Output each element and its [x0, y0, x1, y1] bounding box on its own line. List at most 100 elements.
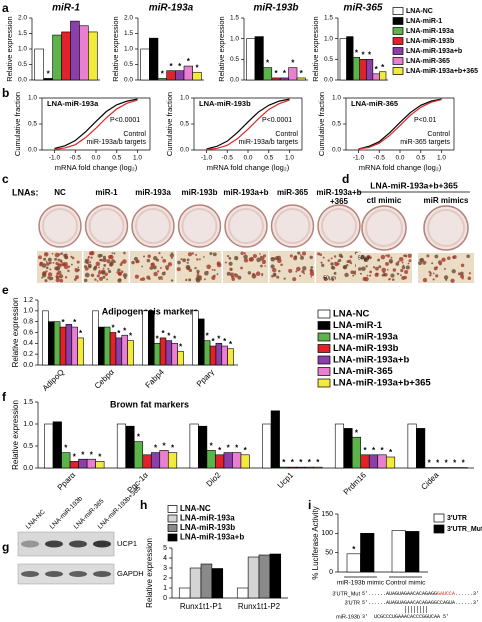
y-tick-label: 0.0	[18, 77, 27, 84]
well-stain	[228, 208, 264, 244]
cell	[187, 252, 192, 257]
cell	[432, 278, 435, 281]
well	[84, 204, 129, 248]
cell	[118, 278, 122, 282]
legend-swatch	[317, 378, 331, 388]
cell	[198, 258, 201, 261]
cell	[71, 256, 75, 260]
cell	[243, 252, 246, 255]
legend-label: 3'UTR	[447, 515, 467, 522]
cell	[77, 268, 80, 272]
bar	[167, 452, 178, 469]
legend-label: LNA-miR-193a+b+365	[333, 378, 431, 389]
bar	[109, 332, 117, 366]
significance-star: *	[352, 545, 356, 554]
cell	[55, 277, 61, 283]
legend-swatch	[167, 514, 178, 523]
cell	[196, 258, 199, 261]
cell	[231, 277, 235, 281]
y-tick-label: 0.0	[124, 77, 133, 84]
significance-star: *	[178, 62, 182, 71]
cell	[397, 260, 400, 263]
bar	[247, 556, 260, 599]
bar	[34, 48, 44, 81]
cell	[388, 258, 393, 264]
cell	[234, 255, 239, 261]
bar	[263, 67, 273, 81]
legend-swatch	[317, 332, 331, 342]
y-tick-label: 1.0	[28, 95, 37, 102]
y-tick-label: 0.0	[230, 77, 239, 84]
cell	[256, 257, 261, 263]
significance-star: *	[156, 334, 160, 343]
column-label: miR-193a+b	[223, 188, 268, 197]
cell	[396, 272, 400, 276]
significance-star: *	[355, 428, 359, 437]
legend-swatch	[317, 321, 331, 330]
well	[131, 204, 175, 248]
y-tick-label: 1.0	[180, 95, 189, 102]
column-label: miR-193a	[135, 188, 171, 197]
cell	[383, 273, 386, 277]
significance-star: *	[73, 318, 77, 327]
cell	[84, 272, 90, 278]
cell	[38, 255, 42, 260]
bar	[377, 454, 387, 469]
cell	[260, 264, 263, 268]
y-axis-label: Relative expression	[145, 538, 154, 608]
cell	[47, 276, 51, 280]
bar	[150, 452, 161, 469]
bar	[215, 454, 225, 469]
y-axis-label: % Luciferase Activity	[311, 506, 320, 579]
cell	[59, 278, 64, 283]
significance-star: *	[187, 57, 191, 66]
y-tick-label: 4	[163, 555, 167, 562]
bar	[198, 425, 208, 469]
legend-swatch	[167, 505, 178, 513]
bar	[165, 340, 173, 366]
cell	[54, 252, 60, 258]
y-tick-label: 0.5	[230, 56, 239, 63]
significance-star: *	[217, 334, 221, 343]
cell	[292, 277, 297, 282]
bar	[209, 345, 217, 366]
cell	[67, 265, 71, 268]
panel-letter: b	[2, 86, 9, 100]
y-axis-label: Cumulative fraction	[317, 92, 326, 156]
bar	[223, 452, 233, 469]
bar	[79, 25, 89, 81]
legend-label: LNA-miR-1	[333, 320, 383, 331]
column-label: +365	[330, 197, 349, 206]
x-axis-label: mRNA fold change (log₂)	[55, 163, 138, 172]
cell	[165, 265, 170, 270]
bar	[183, 65, 193, 81]
panel-letter: i	[308, 498, 311, 512]
bar	[372, 73, 380, 81]
band	[93, 540, 111, 548]
cell	[377, 258, 381, 262]
cell	[283, 277, 286, 280]
cell	[58, 274, 64, 279]
legend-label: LNA-miR-193a+b	[406, 48, 462, 55]
bar	[43, 78, 53, 81]
band	[69, 540, 87, 548]
sequence-part: 5'......AUAGUAGAACACAGAGG	[362, 591, 437, 597]
y-tick-label: 1.2	[23, 297, 33, 304]
bar	[59, 326, 67, 366]
x-tick-label: -1.0	[49, 155, 61, 162]
sequence-label: miR-193b	[336, 614, 360, 620]
cell	[360, 254, 365, 260]
cell	[240, 251, 244, 256]
cell	[230, 268, 233, 271]
cell	[49, 276, 54, 281]
cell	[452, 255, 457, 259]
significance-star: *	[73, 453, 77, 462]
cell	[270, 264, 275, 269]
y-tick-label: 1.0	[230, 35, 239, 42]
cell	[124, 276, 127, 280]
bar	[44, 423, 54, 469]
bar	[200, 563, 213, 599]
cell	[364, 276, 369, 282]
blot-gapdh	[17, 563, 115, 585]
cell	[157, 270, 160, 273]
